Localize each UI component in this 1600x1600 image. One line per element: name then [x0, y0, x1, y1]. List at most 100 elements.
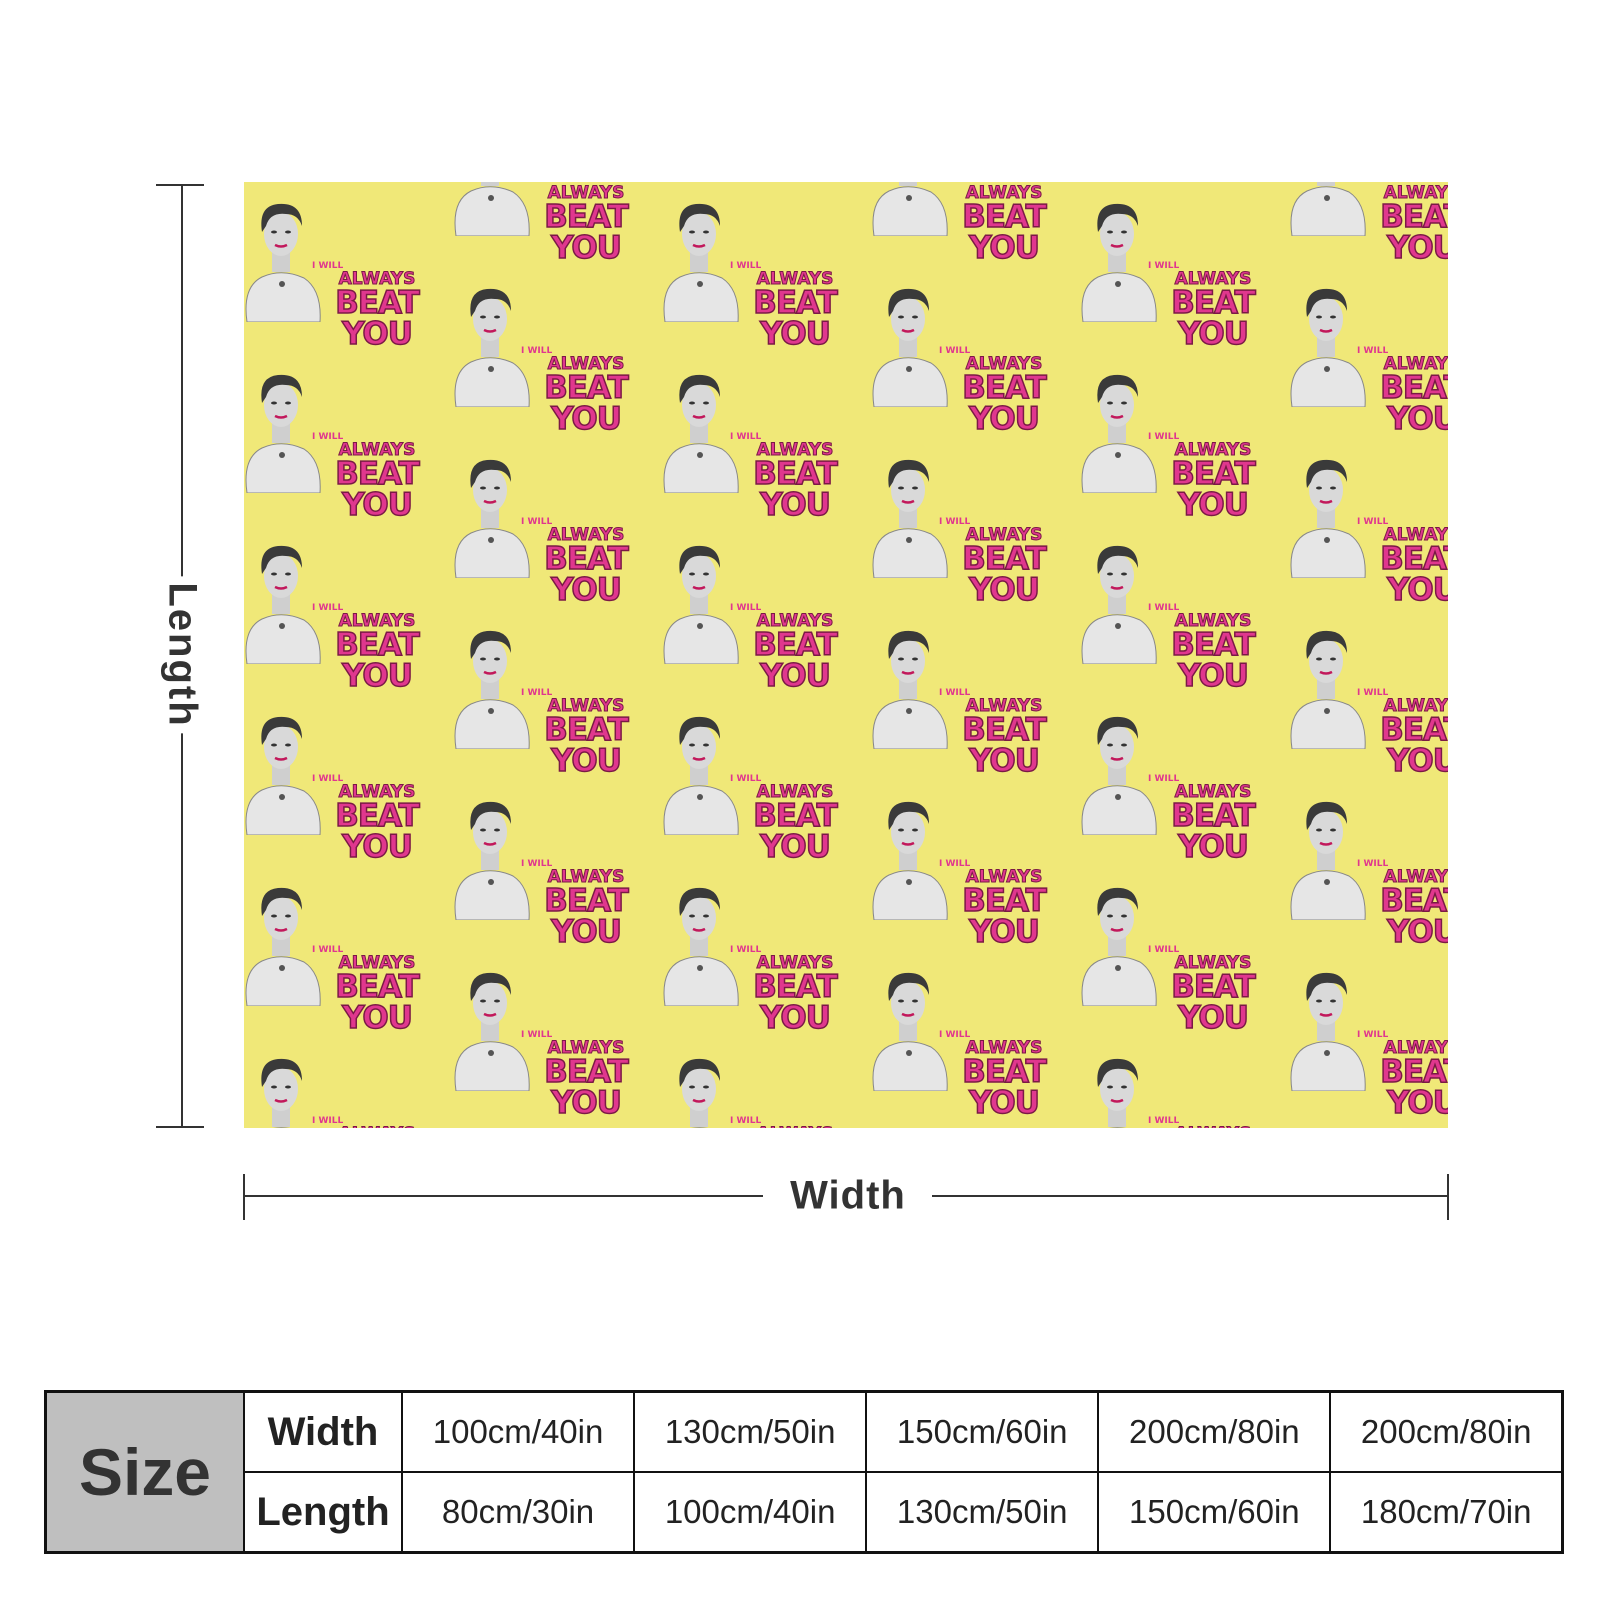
caption-mid: ALWAYS: [1383, 183, 1448, 203]
woman-portrait-icon: [1290, 288, 1366, 407]
size-row-width: Size Width 100cm/40in 130cm/50in 150cm/6…: [44, 1390, 1564, 1554]
caption-large: BEAT YOU: [334, 456, 420, 523]
caption-large: BEAT YOU: [752, 627, 838, 694]
caption-small: I WILL: [1148, 774, 1180, 784]
caption-mid: ALWAYS: [1174, 782, 1252, 802]
row-label-length: Length: [243, 1471, 403, 1554]
woman-portrait-icon: [663, 374, 739, 493]
caption-large: BEAT YOU: [334, 798, 420, 865]
width-value: 150cm/60in: [865, 1390, 1100, 1473]
caption-small: I WILL: [521, 1030, 553, 1040]
width-value: 130cm/50in: [633, 1390, 868, 1473]
woman-portrait-icon: [872, 630, 948, 749]
woman-portrait-icon: [1290, 630, 1366, 749]
caption-mid: ALWAYS: [547, 1038, 625, 1058]
caption-large: BEAT YOU: [961, 370, 1047, 437]
caption-small: I WILL: [1357, 688, 1389, 698]
woman-portrait-icon: [245, 716, 321, 835]
caption-mid: ALWAYS: [547, 525, 625, 545]
length-value: 150cm/60in: [1097, 1471, 1332, 1554]
caption-small: I WILL: [730, 261, 762, 271]
woman-portrait-icon: [1081, 716, 1157, 835]
width-value: 100cm/40in: [400, 1390, 636, 1473]
woman-portrait-icon: [872, 182, 948, 236]
caption-large: BEAT YOU: [334, 285, 420, 352]
length-top-cap: [156, 184, 204, 186]
caption-small: I WILL: [1148, 945, 1180, 955]
caption-large: BEAT YOU: [543, 712, 629, 779]
woman-portrait-icon: [872, 459, 948, 578]
woman-portrait-icon: [1290, 801, 1366, 920]
length-value: 180cm/70in: [1329, 1471, 1564, 1554]
caption-large: BEAT YOU: [1379, 883, 1448, 950]
caption-mid: ALWAYS: [547, 183, 625, 203]
caption-mid: ALWAYS: [1383, 867, 1448, 887]
woman-portrait-icon: [1290, 182, 1366, 236]
row-label-width: Width: [243, 1390, 403, 1473]
woman-portrait-icon: [454, 801, 530, 920]
caption-large: BEAT YOU: [543, 541, 629, 608]
woman-portrait-icon: [1081, 887, 1157, 1006]
woman-portrait-icon: [1290, 972, 1366, 1091]
caption-large: BEAT YOU: [961, 883, 1047, 950]
caption-large: BEAT YOU: [961, 1054, 1047, 1121]
caption-mid: ALWAYS: [965, 525, 1043, 545]
caption-large: BEAT YOU: [961, 712, 1047, 779]
size-header: Size: [44, 1390, 245, 1554]
woman-portrait-icon: [454, 288, 530, 407]
caption-mid: ALWAYS: [756, 953, 834, 973]
caption-small: I WILL: [1357, 859, 1389, 869]
caption-small: I WILL: [939, 1030, 971, 1040]
woman-portrait-icon: [663, 887, 739, 1006]
caption-large: BEAT YOU: [1379, 541, 1448, 608]
caption-large: BEAT YOU: [752, 798, 838, 865]
caption-mid: ALWAYS: [1174, 440, 1252, 460]
caption-small: I WILL: [1148, 261, 1180, 271]
caption-large: BEAT YOU: [1379, 370, 1448, 437]
caption-small: I WILL: [312, 945, 344, 955]
woman-portrait-icon: [872, 288, 948, 407]
caption-mid: ALWAYS: [965, 1038, 1043, 1058]
caption-mid: ALWAYS: [965, 183, 1043, 203]
woman-portrait-icon: [245, 203, 321, 322]
caption-small: I WILL: [1148, 1116, 1180, 1126]
caption-mid: ALWAYS: [1383, 525, 1448, 545]
woman-portrait-icon: [454, 182, 530, 236]
caption-small: I WILL: [939, 688, 971, 698]
caption-large: BEAT YOU: [752, 285, 838, 352]
caption-mid: ALWAYS: [547, 696, 625, 716]
